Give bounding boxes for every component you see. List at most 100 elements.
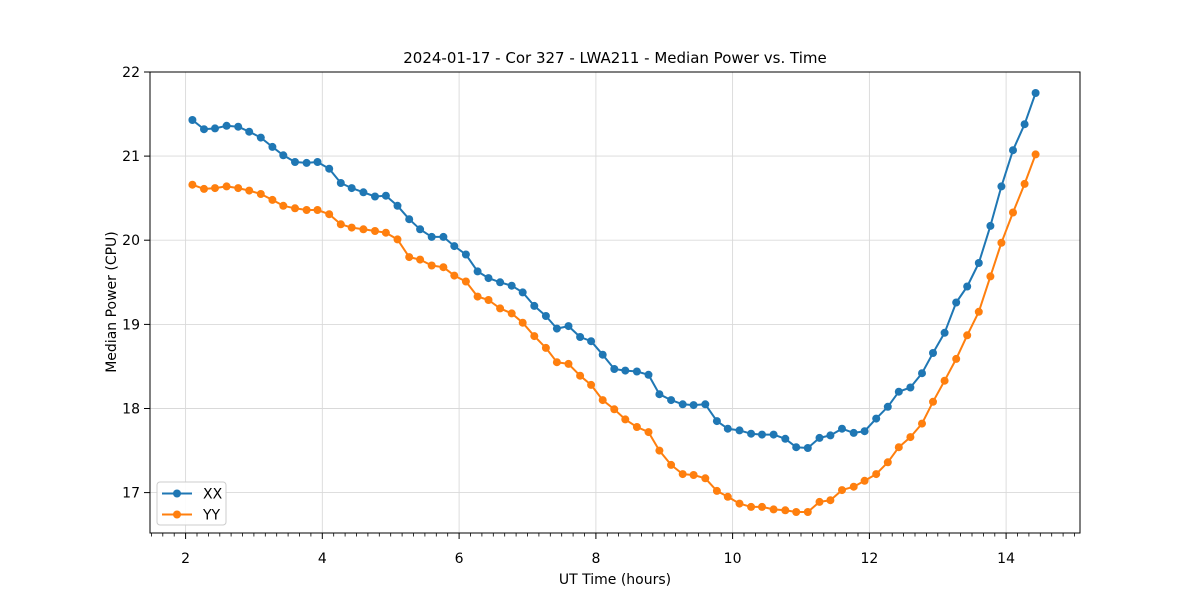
series-YY-marker [381,228,390,237]
series-YY-marker [473,292,482,301]
series-YY-marker [518,318,527,327]
series-XX-marker [792,443,801,452]
series-YY-marker [701,474,710,483]
x-tick-label: 8 [591,551,600,567]
series-YY-marker [507,309,516,318]
series-XX-marker [929,349,937,357]
series-YY-marker [496,304,505,313]
series-XX-marker [405,215,414,224]
series-YY-marker [461,277,470,286]
series-XX-marker [894,387,903,396]
series-YY-marker [336,220,345,229]
series-YY-marker [576,371,585,380]
series-XX-marker [997,182,1006,191]
series-YY-marker [313,206,322,214]
series-YY-marker [450,271,459,280]
series-YY-marker [883,458,892,467]
series-YY-marker [621,415,630,424]
series-XX-marker [655,390,664,399]
series-XX-marker [336,179,345,187]
series-XX-marker [302,158,311,167]
series-YY-marker [974,307,983,316]
series-XX-marker [484,274,493,283]
x-tick-label: 4 [318,551,327,567]
series-XX-marker [211,124,219,133]
series-YY-marker [667,460,676,469]
series-YY-marker [439,263,448,272]
series-XX-marker [427,232,436,241]
series-YY-marker [325,210,334,219]
series-YY-marker [860,476,869,485]
series-XX-marker [439,232,448,241]
series-YY-marker [610,405,619,414]
series-YY-marker [1009,208,1017,217]
series-XX-marker [701,400,710,409]
series-XX-marker [940,328,949,337]
plot-frame [149,71,1081,534]
series-XX-marker [393,201,402,210]
series-XX-marker [507,281,516,290]
series-XX-marker [496,278,505,287]
series-YY-marker [530,332,539,341]
series-XX-marker [803,444,812,452]
series-YY-marker [815,497,824,506]
series-XX-marker [518,288,527,297]
x-axis-label: UT Time (hours) [558,572,672,588]
series-YY-marker [712,486,721,495]
series-YY-marker [541,343,550,352]
series-XX-marker [747,429,756,438]
series-XX-marker [735,426,744,435]
series-XX-marker [1020,120,1029,129]
y-tick-label: 17 [122,486,140,502]
series-XX-marker [200,125,208,134]
series-YY-marker [552,358,561,367]
series-XX-marker [974,259,983,267]
series-YY-marker [678,470,687,479]
series-YY-marker [200,184,208,193]
series-YY-marker [222,182,231,191]
x-tick-label: 12 [860,551,878,567]
legend-swatch-marker-XX [173,489,181,498]
series-XX-marker [769,430,778,439]
series-YY-marker [405,253,414,262]
series-YY-marker [986,272,995,281]
series-YY-marker [359,225,368,234]
series-YY-marker [803,508,812,516]
series-XX-marker [632,367,641,376]
series-YY-marker [302,206,311,214]
series-YY-marker [792,508,801,516]
series-YY-marker [747,502,756,511]
series-YY-marker [918,419,926,428]
series-YY-marker [952,354,961,363]
series-XX-marker [530,301,539,310]
y-tick-label: 21 [122,149,140,165]
series-YY-marker [211,184,219,193]
series-XX-marker [347,184,356,193]
series-YY-marker [188,180,197,189]
series-XX-marker [552,324,561,333]
series-XX-marker [883,402,892,411]
series-XX-marker [268,142,277,151]
series-XX-marker [473,267,482,276]
series-XX-marker [838,424,846,433]
series-XX-marker [564,322,573,331]
series-YY-marker [997,238,1006,247]
series-XX-marker [667,396,676,405]
series-XX-marker [279,151,288,160]
series-YY-marker [963,331,972,340]
series-YY-marker [655,446,664,455]
series-YY-marker [371,227,379,235]
series-YY-marker [1020,179,1029,188]
series-YY-marker [291,204,299,213]
series-YY-marker [689,471,698,479]
legend-label-YY: YY [202,508,221,524]
series-XX-marker [872,414,881,423]
series-YY-marker [347,223,356,232]
series-XX-marker [416,225,425,234]
series-YY-marker [758,502,766,511]
y-tick-label: 18 [122,402,140,418]
series-XX-marker [781,434,790,443]
series-YY-marker [644,428,653,437]
series-XX-marker [598,350,607,359]
